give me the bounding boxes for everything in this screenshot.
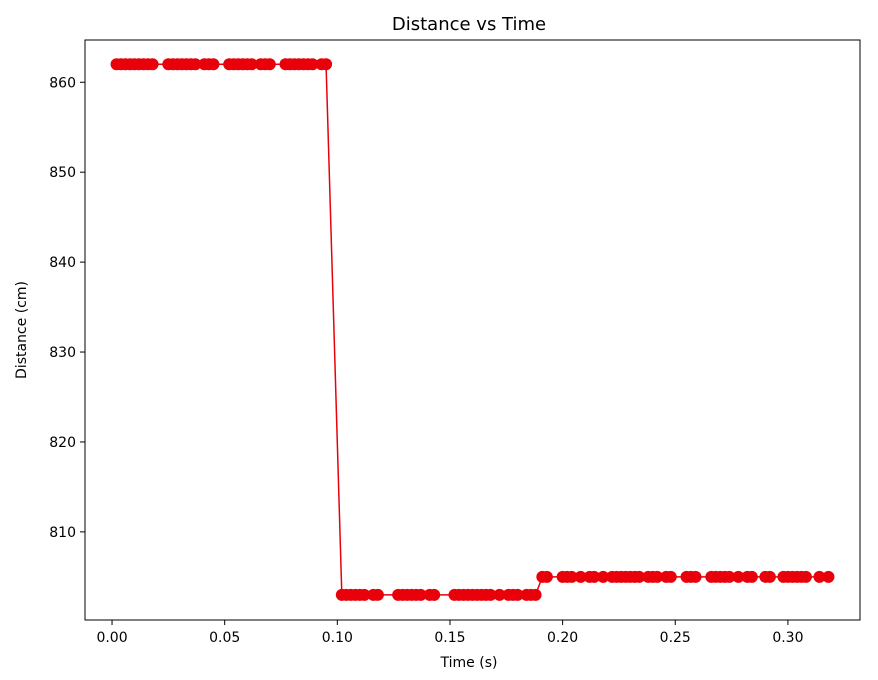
data-point <box>633 570 646 583</box>
data-point <box>320 58 333 71</box>
data-point <box>245 58 258 71</box>
data-point <box>651 570 664 583</box>
data-point <box>207 58 220 71</box>
data-point <box>745 570 758 583</box>
y-axis-title: Distance (cm) <box>14 281 30 379</box>
data-point <box>511 588 524 601</box>
x-tick-label: 0.10 <box>322 630 353 646</box>
x-axis: 0.00 0.05 0.10 0.15 0.20 0.25 0.30 <box>96 620 803 646</box>
data-point <box>358 588 371 601</box>
x-tick-label: 0.05 <box>209 630 240 646</box>
data-point <box>813 570 826 583</box>
x-tick-label: 0.15 <box>434 630 465 646</box>
data-point <box>597 570 610 583</box>
data-point <box>799 570 812 583</box>
data-point <box>574 570 587 583</box>
data-point <box>588 570 601 583</box>
data-point <box>484 588 497 601</box>
data-point <box>822 570 835 583</box>
y-axis: 810 820 830 840 850 860 <box>49 75 85 541</box>
series-layer <box>110 58 835 601</box>
plot-frame <box>84 39 861 621</box>
x-tick-label: 0.30 <box>772 630 803 646</box>
y-tick-label: 820 <box>49 435 76 451</box>
x-tick-label: 0.20 <box>547 630 578 646</box>
data-point <box>263 58 276 71</box>
data-point <box>540 570 553 583</box>
data-point <box>732 570 745 583</box>
data-point <box>371 588 384 601</box>
data-point <box>723 570 736 583</box>
y-tick-label: 840 <box>49 255 76 271</box>
x-tick-label: 0.00 <box>96 630 127 646</box>
y-tick-label: 850 <box>49 165 76 181</box>
data-point <box>689 570 702 583</box>
data-point <box>763 570 776 583</box>
data-point <box>428 588 441 601</box>
y-tick-label: 860 <box>49 75 76 91</box>
chart-title: Distance vs Time <box>392 14 546 35</box>
data-point <box>146 58 159 71</box>
data-point <box>306 58 319 71</box>
data-point <box>664 570 677 583</box>
x-axis-title: Time (s) <box>440 655 498 671</box>
data-point <box>493 588 506 601</box>
data-point <box>565 570 578 583</box>
data-point <box>414 588 427 601</box>
data-point <box>189 58 202 71</box>
y-tick-label: 810 <box>49 525 76 541</box>
y-tick-label: 830 <box>49 345 76 361</box>
data-point <box>529 588 542 601</box>
x-tick-label: 0.25 <box>660 630 691 646</box>
